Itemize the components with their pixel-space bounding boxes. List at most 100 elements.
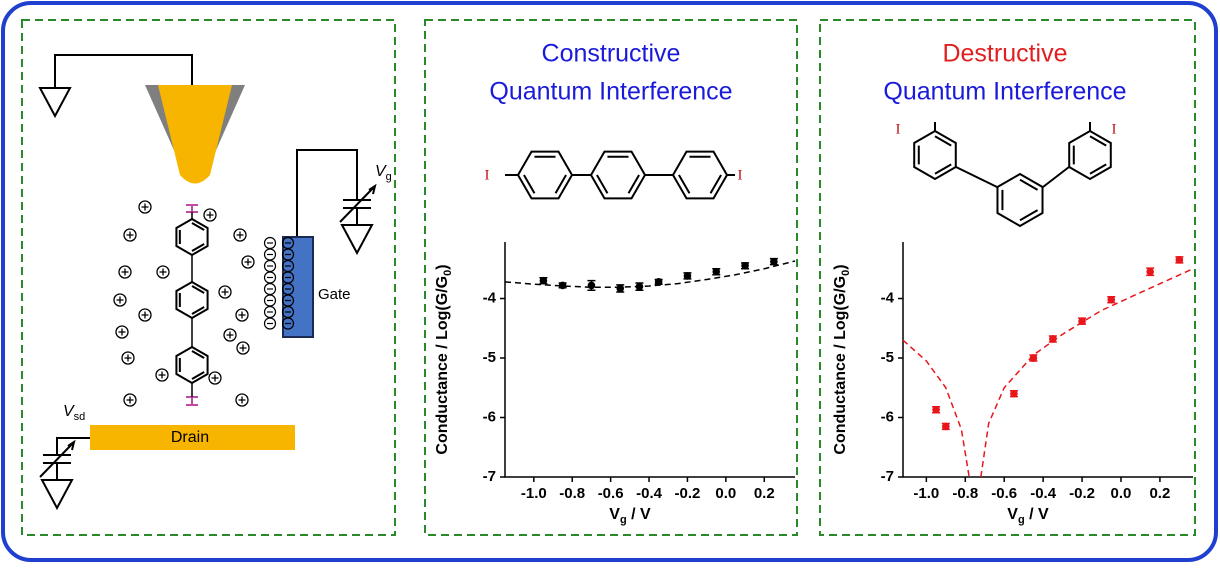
- ground: [340, 208, 374, 256]
- chart-title: Quantum Interference: [489, 78, 732, 106]
- ion-sign: [124, 354, 132, 362]
- chart-title: Constructive: [542, 40, 681, 68]
- label-part: ): [434, 264, 451, 269]
- ring-bond: [178, 285, 205, 315]
- y-tick-label: -4: [881, 289, 895, 306]
- y-tick-label: -4: [483, 289, 497, 306]
- data-point: [1175, 256, 1184, 264]
- ion-sign: [118, 328, 126, 336]
- data-point: [1010, 389, 1018, 398]
- fit-curve: [504, 260, 796, 288]
- ion-sign: [221, 288, 229, 296]
- ion-sign: [238, 396, 246, 404]
- x-tick-label: 0.2: [1149, 485, 1170, 502]
- x-tick-label: -0.4: [636, 485, 663, 502]
- data-point: [587, 281, 596, 290]
- data-point: [616, 284, 625, 293]
- y-tick-label: -5: [881, 349, 894, 366]
- ring-bond: [596, 155, 640, 194]
- data-point: [712, 267, 721, 276]
- y-axis-label: Conductance / Log(G/G0): [832, 264, 852, 454]
- ion-sign: [141, 203, 149, 211]
- ion-sign: [126, 231, 134, 239]
- y-axis-label: Conductance / Log(G/G0): [434, 264, 454, 454]
- v: V: [375, 163, 387, 180]
- ion-sign: [226, 331, 234, 339]
- data-point: [539, 276, 548, 285]
- label-part: Conductance / Log(G/G: [832, 276, 849, 455]
- ion-sign: [206, 211, 214, 219]
- x-tick-label: -0.2: [675, 485, 701, 502]
- panel: [21, 19, 396, 536]
- drain-label: Drain: [171, 429, 209, 446]
- bond: [934, 122, 1091, 188]
- y-tick-label: -7: [881, 468, 894, 485]
- x-tick-label: -1.0: [913, 485, 939, 502]
- data-point: [1029, 354, 1038, 362]
- data-point: [1146, 267, 1154, 276]
- ion-sign: [116, 296, 124, 304]
- sub: sd: [74, 411, 86, 423]
- label-part: / V: [1025, 506, 1049, 523]
- y-tick-label: -7: [483, 468, 496, 485]
- fit-curve: [902, 268, 1194, 478]
- label-part: V: [1007, 506, 1018, 523]
- ion-sign: [159, 268, 167, 276]
- ion-sign: [239, 344, 247, 352]
- chart-title: Destructive: [942, 40, 1067, 68]
- label-part: g: [620, 514, 627, 526]
- data-point: [770, 257, 778, 266]
- atom-label: I: [738, 167, 743, 183]
- data-point: [1049, 335, 1057, 343]
- vg-label: Vg: [375, 163, 392, 183]
- x-tick-label: -0.2: [1069, 485, 1095, 502]
- y-tick-label: -6: [881, 408, 894, 425]
- label-part: 0: [442, 270, 454, 276]
- ion: [281, 317, 295, 330]
- data-point: [932, 405, 940, 414]
- x-axis-label: Vg / V: [609, 506, 651, 526]
- label-part: Conductance / Log(G/G: [434, 276, 451, 455]
- ring-bond: [178, 222, 205, 252]
- sub: g: [386, 171, 392, 183]
- panel: [424, 19, 798, 536]
- x-tick-label: -0.8: [559, 485, 585, 502]
- ion-sign: [126, 396, 134, 404]
- ring: [1068, 129, 1112, 181]
- panel: [819, 19, 1196, 536]
- x-tick-label: 0.2: [754, 485, 775, 502]
- label-part: ): [832, 264, 849, 269]
- data-point: [654, 278, 663, 286]
- data-point: [1078, 317, 1086, 325]
- data-point: [558, 281, 567, 290]
- wire: [54, 54, 193, 88]
- wire: [296, 149, 358, 237]
- ion-sign: [236, 231, 244, 239]
- data-point: [683, 272, 692, 280]
- label-part: 0: [840, 270, 852, 276]
- v: V: [63, 403, 75, 420]
- ring-bond: [917, 135, 952, 175]
- ring: [913, 129, 957, 181]
- atom-label: I: [896, 121, 901, 137]
- gate-label: Gate: [318, 286, 351, 303]
- data-point: [1107, 295, 1116, 304]
- ion-sign: [238, 311, 246, 319]
- data-point: [635, 282, 644, 291]
- gate-electrode: [282, 236, 314, 338]
- ground: [38, 87, 72, 119]
- x-tick-label: -0.6: [598, 485, 624, 502]
- ring-bond: [678, 155, 722, 194]
- source: [39, 437, 90, 511]
- x-tick-label: -0.6: [991, 485, 1017, 502]
- ring-bond: [1072, 135, 1107, 175]
- label-part: V: [609, 506, 620, 523]
- ion-sign: [141, 311, 149, 319]
- ring-bond: [178, 350, 205, 380]
- x-tick-label: -0.8: [952, 485, 978, 502]
- atom-label: I: [1112, 121, 1117, 137]
- ring-bond: [1001, 178, 1039, 222]
- ions: [113, 200, 295, 407]
